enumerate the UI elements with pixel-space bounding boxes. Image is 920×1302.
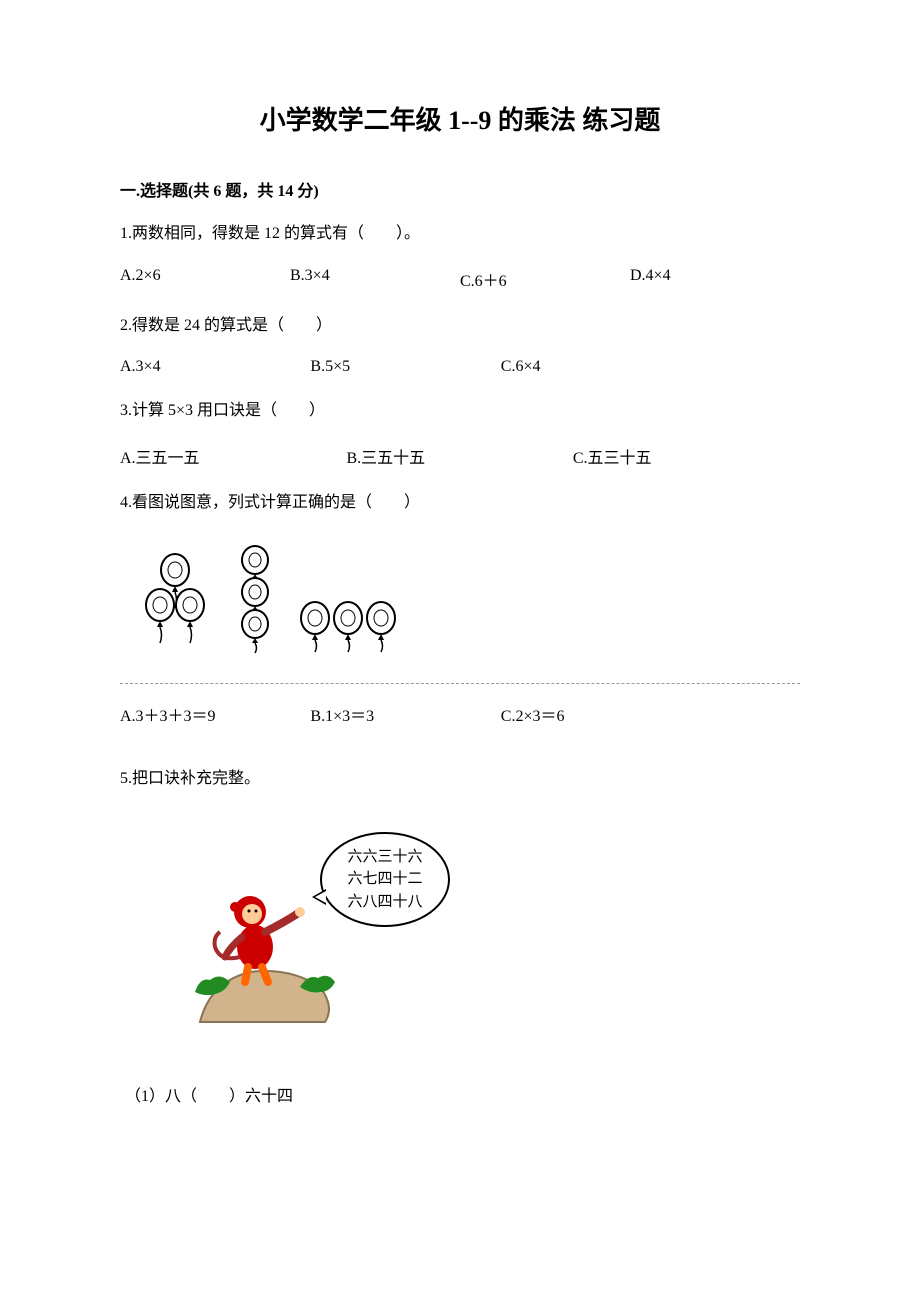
q2-option-b: B.5×5 <box>310 358 500 376</box>
q3-option-a: A.三五一五 <box>120 444 346 468</box>
question-5-sub1: （1）八（ ）六十四 <box>125 1082 800 1106</box>
q1-option-d: D.4×4 <box>630 267 800 291</box>
monkey-figure: 六六三十六 六七四十二 六八四十八 <box>170 832 450 1032</box>
question-4: 4.看图说图意，列式计算正确的是（ ） <box>120 490 800 516</box>
divider <box>120 683 800 684</box>
question-3: 3.计算 5×3 用口诀是（ ） <box>120 398 800 424</box>
page-title: 小学数学二年级 1--9 的乘法 练习题 <box>120 100 800 137</box>
q3-option-b: B.三五十五 <box>346 444 572 468</box>
bubble-line-3: 六八四十八 <box>338 891 432 914</box>
question-1-options: A.2×6 B.3×4 C.6＋6 D.4×4 <box>120 267 800 291</box>
question-1: 1.两数相同，得数是 12 的算式有（ ）。 <box>120 221 800 247</box>
q4-option-c: C.2×3＝6 <box>501 702 691 726</box>
q2-option-c: C.6×4 <box>501 358 691 376</box>
q1-option-b: B.3×4 <box>290 267 460 291</box>
bubble-line-1: 六六三十六 <box>338 846 432 869</box>
balloons-figure <box>140 540 800 665</box>
q4-option-a: A.3＋3＋3＝9 <box>120 702 310 726</box>
speech-bubble: 六六三十六 六七四十二 六八四十八 <box>320 832 450 928</box>
bubble-line-2: 六七四十二 <box>338 868 432 891</box>
question-2-options: A.3×4 B.5×5 C.6×4 <box>120 358 800 376</box>
q1-option-a: A.2×6 <box>120 267 290 291</box>
question-5: 5.把口诀补充完整。 <box>120 766 800 792</box>
question-2: 2.得数是 24 的算式是（ ） <box>120 313 800 339</box>
q4-option-b: B.1×3＝3 <box>310 702 500 726</box>
q1-option-c: C.6＋6 <box>460 267 630 291</box>
question-3-options: A.三五一五 B.三五十五 C.五三十五 <box>120 444 800 468</box>
q2-option-a: A.3×4 <box>120 358 310 376</box>
section-header: 一.选择题(共 6 题，共 14 分) <box>120 177 800 201</box>
q3-option-c: C.五三十五 <box>573 444 799 468</box>
question-4-options: A.3＋3＋3＝9 B.1×3＝3 C.2×3＝6 <box>120 702 800 726</box>
